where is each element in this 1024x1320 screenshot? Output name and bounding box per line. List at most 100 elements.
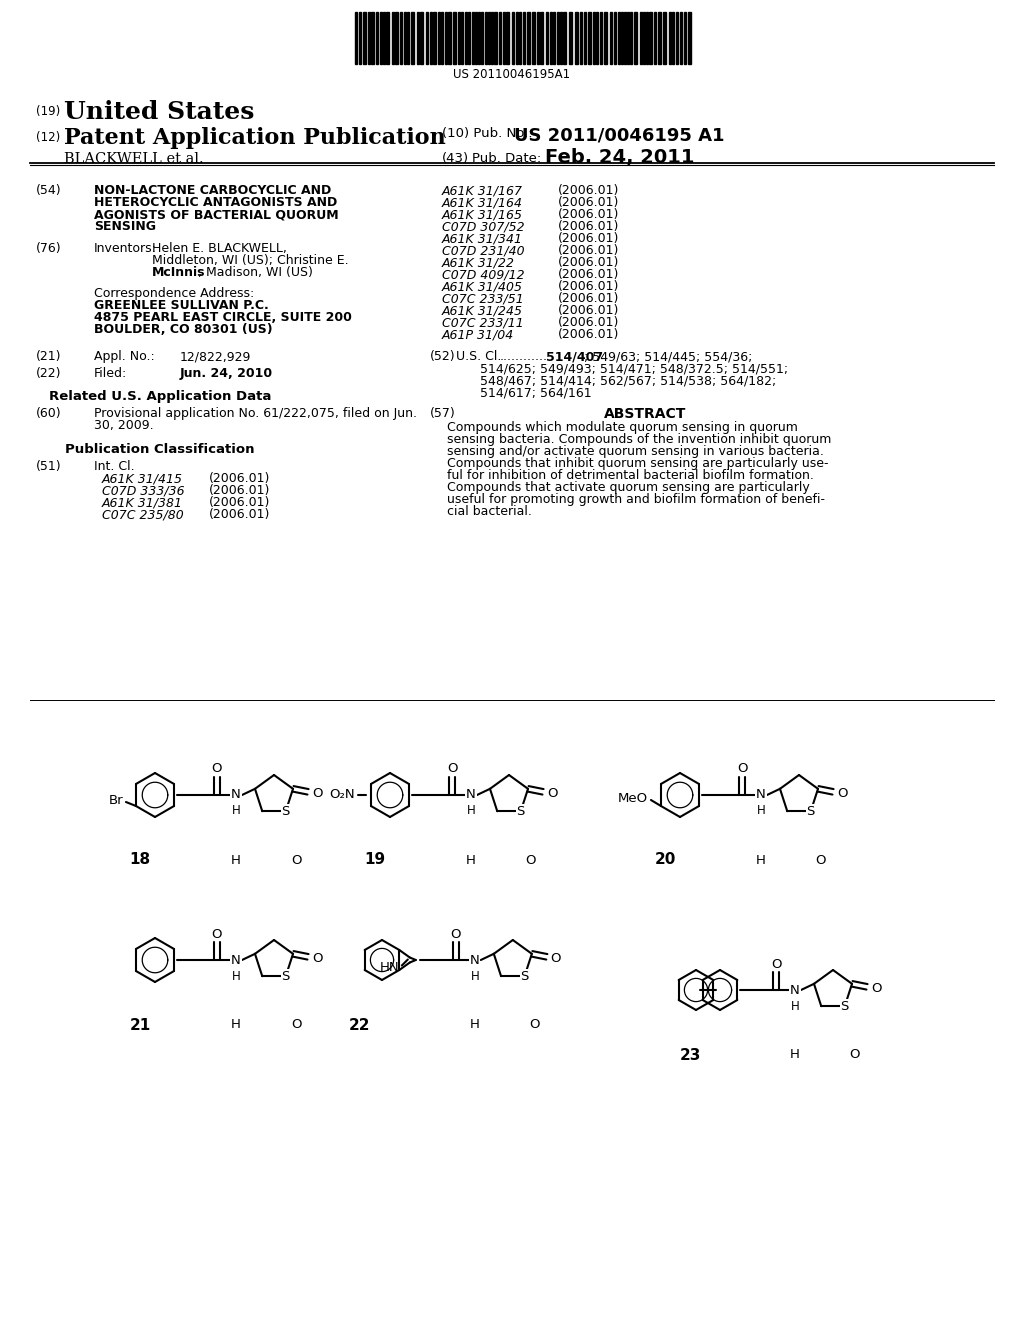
Text: H: H bbox=[470, 969, 479, 982]
Bar bbox=[532, 12, 535, 63]
Text: S: S bbox=[841, 999, 849, 1012]
Text: N: N bbox=[466, 788, 476, 801]
Bar bbox=[392, 12, 393, 63]
Text: N: N bbox=[756, 788, 766, 801]
Bar bbox=[400, 12, 402, 63]
Bar bbox=[676, 12, 678, 63]
Bar bbox=[383, 12, 384, 63]
Text: (2006.01): (2006.01) bbox=[558, 183, 620, 197]
Text: O: O bbox=[451, 928, 461, 940]
Bar bbox=[420, 12, 423, 63]
Text: Helen E. BLACKWELL,: Helen E. BLACKWELL, bbox=[152, 242, 287, 255]
Text: (12): (12) bbox=[36, 131, 60, 144]
Text: US 2011/0046195 A1: US 2011/0046195 A1 bbox=[514, 127, 725, 145]
Bar bbox=[563, 12, 566, 63]
Bar bbox=[654, 12, 656, 63]
Text: O: O bbox=[870, 982, 882, 995]
Bar bbox=[503, 12, 505, 63]
Bar bbox=[445, 12, 446, 63]
Text: Compounds that activate quorum sensing are particularly: Compounds that activate quorum sensing a… bbox=[447, 480, 810, 494]
Bar bbox=[461, 12, 463, 63]
Text: O: O bbox=[547, 787, 557, 800]
Text: (2006.01): (2006.01) bbox=[558, 292, 620, 305]
Text: HETEROCYCLIC ANTAGONISTS AND: HETEROCYCLIC ANTAGONISTS AND bbox=[94, 195, 337, 209]
Bar bbox=[618, 12, 620, 63]
Bar bbox=[426, 12, 428, 63]
Text: (2006.01): (2006.01) bbox=[558, 256, 620, 269]
Bar bbox=[490, 12, 493, 63]
Bar bbox=[688, 12, 690, 63]
Text: O: O bbox=[311, 787, 323, 800]
Bar bbox=[395, 12, 397, 63]
Text: A61K 31/167: A61K 31/167 bbox=[442, 183, 523, 197]
Bar bbox=[516, 12, 517, 63]
Bar bbox=[380, 12, 382, 63]
Text: MeO: MeO bbox=[617, 792, 648, 805]
Bar bbox=[640, 12, 641, 63]
Text: S: S bbox=[516, 805, 525, 817]
Text: H: H bbox=[756, 854, 766, 866]
Text: O: O bbox=[212, 763, 222, 776]
Text: ; 549/63; 514/445; 554/36;: ; 549/63; 514/445; 554/36; bbox=[584, 350, 753, 363]
Text: (10) Pub. No.:: (10) Pub. No.: bbox=[442, 127, 532, 140]
Bar bbox=[404, 12, 406, 63]
Text: (2006.01): (2006.01) bbox=[558, 244, 620, 257]
Text: BOULDER, CO 80301 (US): BOULDER, CO 80301 (US) bbox=[94, 323, 272, 337]
Text: 514/407: 514/407 bbox=[546, 350, 603, 363]
Text: H: H bbox=[231, 969, 241, 982]
Text: (2006.01): (2006.01) bbox=[209, 508, 270, 521]
Text: (54): (54) bbox=[36, 183, 61, 197]
Bar bbox=[684, 12, 686, 63]
Text: ............: ............ bbox=[500, 350, 548, 363]
Text: AGONISTS OF BACTERIAL QUORUM: AGONISTS OF BACTERIAL QUORUM bbox=[94, 209, 339, 220]
Bar bbox=[441, 12, 443, 63]
Text: O: O bbox=[212, 928, 222, 940]
Text: O: O bbox=[525, 854, 537, 866]
Bar bbox=[362, 12, 366, 63]
Bar bbox=[604, 12, 607, 63]
Text: N: N bbox=[470, 953, 479, 966]
Text: A61P 31/04: A61P 31/04 bbox=[442, 327, 514, 341]
Text: (2006.01): (2006.01) bbox=[209, 484, 270, 498]
Text: (2006.01): (2006.01) bbox=[558, 304, 620, 317]
Text: U.S. Cl.: U.S. Cl. bbox=[456, 350, 502, 363]
Text: sensing bacteria. Compounds of the invention inhibit quorum: sensing bacteria. Compounds of the inven… bbox=[447, 433, 831, 446]
Text: Inventors:: Inventors: bbox=[94, 242, 157, 255]
Text: Publication Classification: Publication Classification bbox=[66, 444, 255, 455]
Bar bbox=[488, 12, 489, 63]
Bar bbox=[575, 12, 578, 63]
Bar bbox=[649, 12, 651, 63]
Bar bbox=[588, 12, 591, 63]
Text: 21: 21 bbox=[129, 1018, 151, 1032]
Text: Provisional application No. 61/222,075, filed on Jun.: Provisional application No. 61/222,075, … bbox=[94, 407, 417, 420]
Text: (57): (57) bbox=[430, 407, 456, 420]
Bar bbox=[355, 12, 357, 63]
Bar bbox=[371, 12, 374, 63]
Text: H: H bbox=[231, 1019, 241, 1031]
Bar bbox=[433, 12, 435, 63]
Text: Int. Cl.: Int. Cl. bbox=[94, 459, 134, 473]
Text: (52): (52) bbox=[430, 350, 456, 363]
Bar bbox=[368, 12, 370, 63]
Text: 514/617; 564/161: 514/617; 564/161 bbox=[480, 385, 592, 399]
Text: O: O bbox=[446, 763, 458, 776]
Text: O₂N: O₂N bbox=[330, 788, 355, 801]
Text: (19): (19) bbox=[36, 106, 60, 117]
Text: H: H bbox=[231, 804, 241, 817]
Bar bbox=[646, 12, 647, 63]
Text: O: O bbox=[850, 1048, 860, 1061]
Bar bbox=[569, 12, 572, 63]
Text: C07D 231/40: C07D 231/40 bbox=[442, 244, 524, 257]
Bar bbox=[614, 12, 616, 63]
Text: 22: 22 bbox=[349, 1018, 371, 1032]
Text: Patent Application Publication: Patent Application Publication bbox=[63, 127, 445, 149]
Text: Jun. 24, 2010: Jun. 24, 2010 bbox=[180, 367, 273, 380]
Text: C07C 233/11: C07C 233/11 bbox=[442, 315, 523, 329]
Text: N: N bbox=[231, 788, 241, 801]
Bar bbox=[621, 12, 623, 63]
Text: Br: Br bbox=[109, 795, 123, 808]
Text: H: H bbox=[231, 854, 241, 866]
Text: Filed:: Filed: bbox=[94, 367, 127, 380]
Bar bbox=[512, 12, 514, 63]
Text: 30, 2009.: 30, 2009. bbox=[94, 418, 154, 432]
